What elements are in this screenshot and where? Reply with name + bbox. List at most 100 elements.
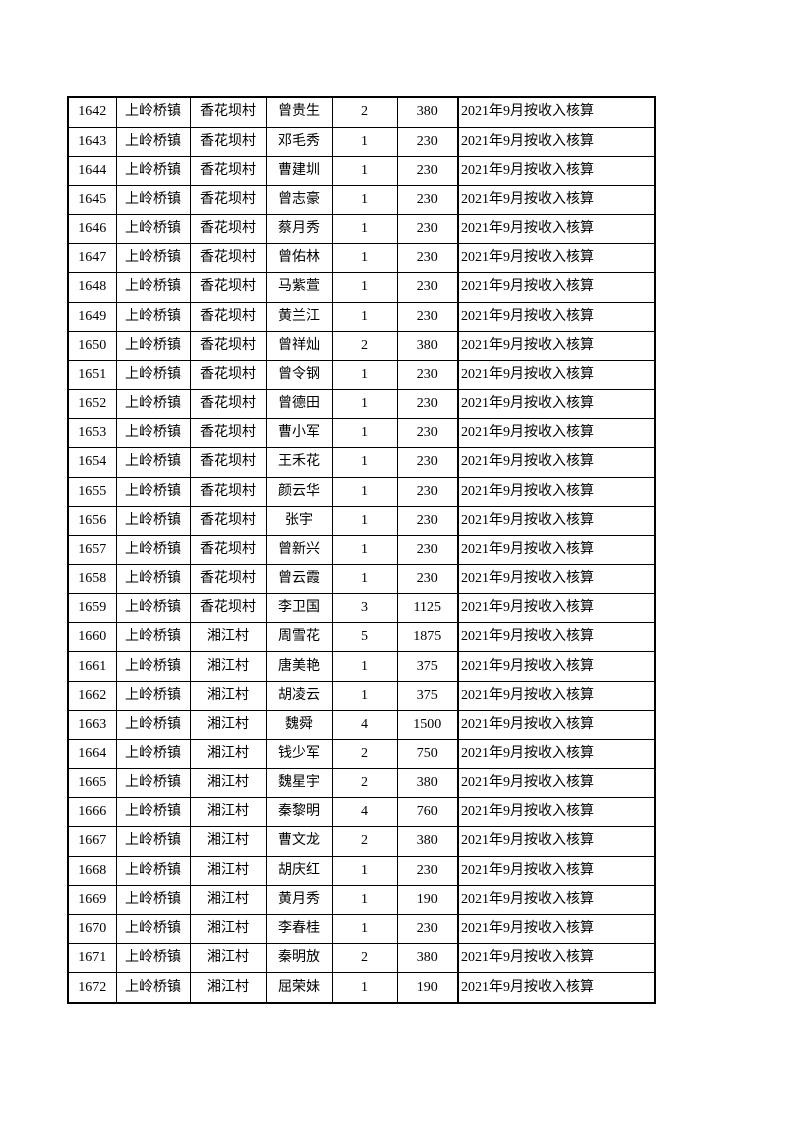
table-cell-town: 上岭桥镇 [115,768,191,799]
table-row: 1650 上岭桥镇 香花坝村 曾祥灿 2 380 2021年9月按收入核算 [67,330,656,361]
table-row: 1653 上岭桥镇 香花坝村 曹小军 1 230 2021年9月按收入核算 [67,418,656,449]
table-cell-amount: 375 [396,680,459,711]
table-cell-count: 1 [331,418,398,449]
subsidy-roster-table-body: 1642 上岭桥镇 香花坝村 曾贵生 2 380 2021年9月按收入核算 1643 上岭桥镇香… [67,96,656,1004]
table-cell-amount: 230 [396,155,459,186]
table-cell-amount: 230 [396,505,459,536]
table-row: 1669 上岭桥镇 湘江村 黄月秀 1 190 2021年9月按收入核算 [67,884,656,915]
table-cell-village: 湘江村 [189,884,267,915]
table-cell-serial: 1657 [67,534,117,565]
table-cell-serial: 1660 [67,622,117,653]
table-cell-serial: 1653 [67,418,117,449]
table-cell-town: 上岭桥镇 [115,389,191,420]
table-cell-note: 2021年9月按收入核算 [457,593,656,624]
table-cell-village: 香花坝村 [189,243,267,274]
table-cell-note: 2021年9月按收入核算 [457,447,656,478]
table-row: 1665 上岭桥镇 湘江村 魏星宇 2 380 2021年9月按收入核算 [67,768,656,799]
table-cell-name: 曹小军 [265,418,333,449]
table-cell-serial: 1649 [67,301,117,332]
table-cell-count: 1 [331,359,398,391]
table-cell-village: 湘江村 [189,622,267,653]
table-cell-note: 2021年9月按收入核算 [457,359,656,391]
table-cell-serial: 1658 [67,563,117,595]
table-cell-note: 2021年9月按收入核算 [457,330,656,361]
table-row: 1651 上岭桥镇 香花坝村 曾令钢 1 230 2021年9月按收入核算 [67,359,656,391]
table-row: 1661 上岭桥镇 湘江村 唐美艳 1 375 2021年9月按收入核算 [67,651,656,682]
table-cell-note: 2021年9月按收入核算 [457,184,656,216]
table-cell-name: 邓毛秀 [265,126,333,157]
table-row: 1657 上岭桥镇 香花坝村 曾新兴 1 230 2021年9月按收入核算 [67,534,656,565]
table-cell-name: 曾祥灿 [265,330,333,361]
table-cell-village: 湘江村 [189,680,267,711]
table-cell-count: 4 [331,709,398,740]
table-cell-note: 2021年9月按收入核算 [457,243,656,274]
table-cell-amount: 375 [396,651,459,682]
table-cell-town: 上岭桥镇 [115,330,191,361]
table-cell-town: 上岭桥镇 [115,505,191,536]
table-cell-amount: 230 [396,476,459,507]
table-cell-village: 湘江村 [189,651,267,682]
table-cell-town: 上岭桥镇 [115,96,191,128]
table-cell-serial: 1670 [67,913,117,945]
table-cell-town: 上岭桥镇 [115,913,191,945]
table-cell-village: 湘江村 [189,709,267,740]
table-cell-village: 香花坝村 [189,593,267,624]
table-cell-count: 1 [331,913,398,945]
table-cell-amount: 230 [396,126,459,157]
table-cell-amount: 230 [396,214,459,245]
table-cell-amount: 230 [396,418,459,449]
table-cell-serial: 1666 [67,797,117,828]
table-cell-village: 湘江村 [189,826,267,857]
table-row: 1646 上岭桥镇 香花坝村 蔡月秀 1 230 2021年9月按收入核算 [67,214,656,245]
table-cell-name: 王禾花 [265,447,333,478]
table-row: 1645 上岭桥镇 香花坝村 曾志豪 1 230 2021年9月按收入核算 [67,184,656,216]
table-cell-name: 黄兰江 [265,301,333,332]
table-row: 1642 上岭桥镇 香花坝村 曾贵生 2 380 2021年9月按收入核算 [67,96,656,128]
table-row: 1672 上岭桥镇 湘江村 屈荣妹 1 190 2021年9月按收入核算 [67,972,656,1004]
table-cell-serial: 1661 [67,651,117,682]
table-row: 1668 上岭桥镇 湘江村 胡庆红 1 230 2021年9月按收入核算 [67,855,656,886]
table-cell-note: 2021年9月按收入核算 [457,418,656,449]
table-row: 1648 上岭桥镇 香花坝村 马紫萱 1 230 2021年9月按收入核算 [67,272,656,303]
table-cell-count: 1 [331,184,398,216]
table-cell-town: 上岭桥镇 [115,622,191,653]
table-cell-amount: 230 [396,272,459,303]
table-cell-amount: 1875 [396,622,459,653]
table-row: 1671 上岭桥镇 湘江村 秦明放 2 380 2021年9月按收入核算 [67,942,656,974]
table-row: 1667 上岭桥镇 湘江村 曹文龙 2 380 2021年9月按收入核算 [67,826,656,857]
table-cell-note: 2021年9月按收入核算 [457,622,656,653]
table-cell-count: 5 [331,622,398,653]
table-cell-town: 上岭桥镇 [115,855,191,886]
table-cell-village: 香花坝村 [189,359,267,391]
table-cell-note: 2021年9月按收入核算 [457,96,656,128]
table-cell-note: 2021年9月按收入核算 [457,972,656,1004]
table-cell-name: 曾德田 [265,389,333,420]
table-row: 1660 上岭桥镇 湘江村 周雪花 5 1875 2021年9月按收入核算 [67,622,656,653]
table-cell-serial: 1644 [67,155,117,186]
table-cell-village: 香花坝村 [189,184,267,216]
table-cell-note: 2021年9月按收入核算 [457,563,656,595]
table-cell-serial: 1664 [67,738,117,770]
table-cell-serial: 1659 [67,593,117,624]
table-cell-town: 上岭桥镇 [115,214,191,245]
subsidy-roster-table: 1642 上岭桥镇 香花坝村 曾贵生 2 380 2021年9月按收入核算 1643 上岭桥镇香… [67,96,656,1004]
table-cell-amount: 230 [396,855,459,886]
table-cell-note: 2021年9月按收入核算 [457,214,656,245]
table-cell-note: 2021年9月按收入核算 [457,476,656,507]
table-row: 1655 上岭桥镇 香花坝村 颜云华 1 230 2021年9月按收入核算 [67,476,656,507]
table-cell-name: 曾新兴 [265,534,333,565]
table-cell-amount: 1125 [396,593,459,624]
table-cell-town: 上岭桥镇 [115,476,191,507]
table-cell-serial: 1642 [67,96,117,128]
table-cell-name: 李卫国 [265,593,333,624]
table-cell-amount: 230 [396,447,459,478]
table-cell-town: 上岭桥镇 [115,593,191,624]
table-cell-serial: 1648 [67,272,117,303]
table-cell-amount: 190 [396,884,459,915]
table-cell-serial: 1662 [67,680,117,711]
table-row: 1647 上岭桥镇 香花坝村 曾佑林 1 230 2021年9月按收入核算 [67,243,656,274]
table-cell-count: 1 [331,505,398,536]
table-cell-count: 3 [331,593,398,624]
table-cell-count: 1 [331,476,398,507]
table-cell-count: 2 [331,826,398,857]
